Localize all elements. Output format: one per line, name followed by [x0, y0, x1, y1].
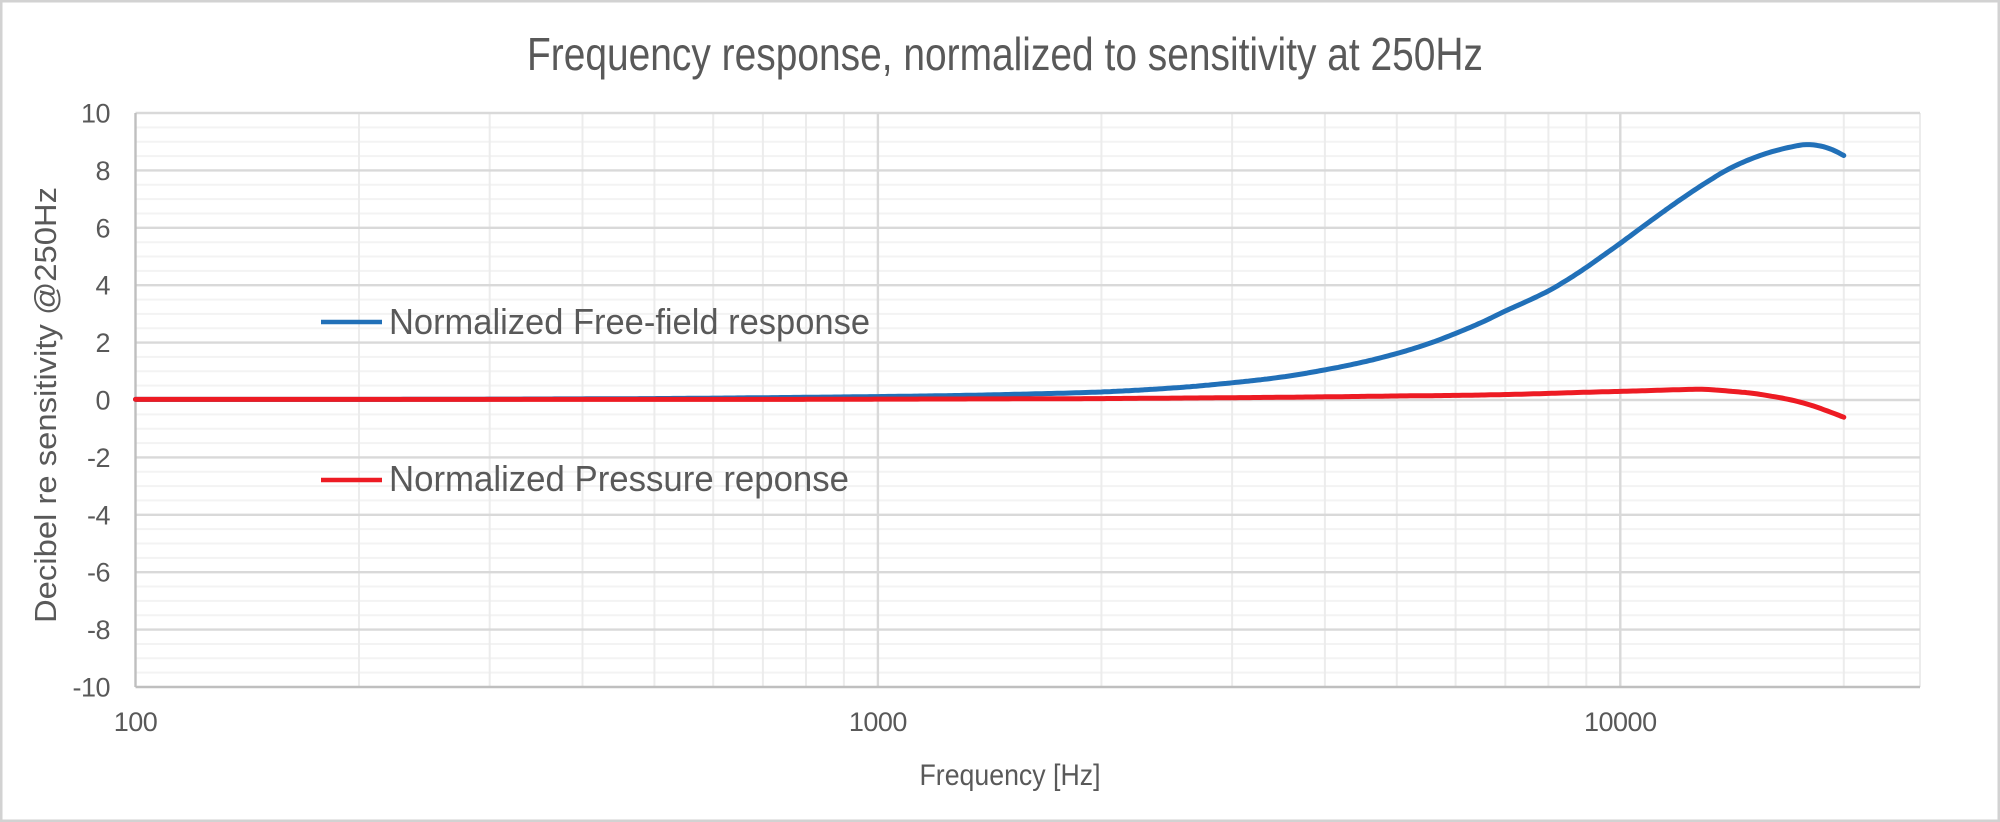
svg-text:Normalized Pressure reponse: Normalized Pressure reponse	[389, 458, 849, 499]
svg-text:4: 4	[95, 271, 110, 301]
svg-text:Decibel re sensitivity @250Hz: Decibel re sensitivity @250Hz	[28, 187, 63, 623]
svg-text:Frequency [Hz]: Frequency [Hz]	[920, 759, 1101, 792]
svg-text:-2: -2	[87, 443, 110, 473]
svg-text:1000: 1000	[849, 707, 907, 737]
svg-text:10: 10	[81, 99, 110, 129]
svg-text:0: 0	[95, 386, 110, 416]
svg-text:-4: -4	[87, 500, 110, 530]
svg-text:8: 8	[95, 156, 110, 186]
svg-text:-6: -6	[87, 558, 110, 588]
svg-text:100: 100	[114, 707, 158, 737]
svg-text:-8: -8	[87, 615, 110, 645]
svg-text:6: 6	[95, 213, 110, 243]
svg-text:Normalized Free-field response: Normalized Free-field response	[389, 301, 870, 342]
svg-text:2: 2	[95, 328, 110, 358]
svg-text:Frequency response, normalized: Frequency response, normalized to sensit…	[527, 28, 1483, 80]
svg-text:10000: 10000	[1584, 707, 1657, 737]
svg-text:-10: -10	[72, 673, 110, 703]
